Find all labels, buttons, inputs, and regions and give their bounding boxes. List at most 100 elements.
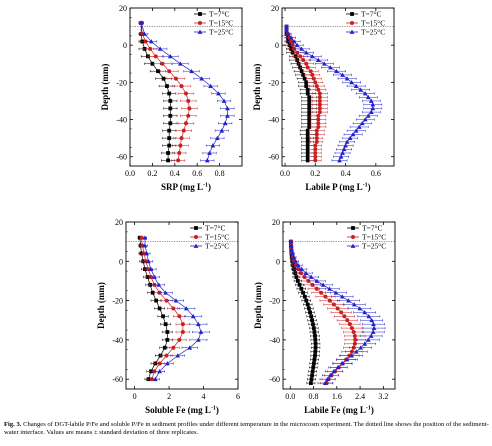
data-point	[179, 84, 184, 89]
y-tick-label: -20	[116, 78, 127, 87]
data-point	[350, 132, 356, 137]
data-point	[165, 330, 170, 334]
data-point	[301, 290, 305, 295]
data-point	[164, 298, 169, 303]
data-point	[316, 121, 321, 126]
data-point	[284, 24, 289, 29]
plot-frame	[281, 7, 395, 167]
data-point	[314, 278, 320, 283]
data-point	[142, 31, 147, 36]
data-point	[337, 158, 342, 163]
data-point	[166, 158, 170, 163]
x-tick-label: 2	[167, 392, 171, 401]
chart-panel-4: 20 0 -20 -40 -60 0.0 0.8 1.6 2.4 3.2 Labile Fe (mg…	[253, 218, 396, 415]
x-axis-label: SRP (mg L-1)	[161, 182, 211, 192]
x-tick-label: 0.0	[280, 169, 290, 178]
y-tick-label: -60	[116, 153, 127, 162]
data-point	[165, 84, 169, 88]
data-point	[362, 310, 368, 315]
data-point	[299, 69, 304, 74]
data-point	[298, 54, 303, 59]
figure-caption-text: Changes of DGT-labile P/Fe and soluble P…	[4, 421, 489, 436]
data-point	[307, 106, 312, 111]
data-point	[178, 61, 183, 66]
data-point	[173, 76, 178, 81]
y-tick-label: -40	[268, 116, 279, 125]
data-point	[306, 278, 311, 283]
data-point	[370, 329, 376, 334]
data-point	[314, 139, 319, 144]
data-point	[362, 91, 368, 96]
data-point	[208, 83, 214, 88]
x-tick-label: 1.6	[332, 392, 342, 401]
data-point	[184, 121, 188, 126]
data-point	[307, 99, 312, 103]
data-point	[144, 251, 150, 256]
data-point	[179, 136, 184, 141]
data-point	[351, 302, 357, 307]
x-axis-label: Labile P (mg L-1)	[305, 182, 370, 192]
data-point	[313, 150, 318, 155]
data-point	[289, 243, 294, 248]
data-point	[186, 98, 191, 103]
legend-marker	[349, 29, 355, 34]
data-point	[344, 139, 350, 144]
data-point	[289, 247, 295, 252]
legend-marker	[350, 243, 356, 248]
y-tick-label: -60	[112, 375, 123, 384]
data-point	[313, 158, 318, 163]
data-point	[167, 128, 172, 133]
data-point	[317, 95, 322, 100]
data-point	[150, 61, 155, 66]
data-point	[357, 306, 363, 311]
data-point	[305, 143, 310, 148]
y-tick-label: -20	[112, 297, 123, 306]
data-point	[171, 306, 176, 311]
data-point	[288, 239, 294, 244]
data-point	[297, 282, 302, 287]
data-point	[307, 117, 312, 122]
data-point	[187, 345, 193, 350]
data-point	[305, 136, 310, 141]
data-point	[309, 377, 314, 382]
data-point	[325, 376, 330, 382]
legend-label: T=25°C	[205, 242, 229, 251]
x-tick-label: 0.6	[192, 169, 202, 178]
legend-marker	[197, 29, 203, 34]
data-point	[183, 306, 189, 311]
data-point	[307, 102, 312, 107]
data-point	[368, 109, 374, 114]
data-point	[167, 91, 172, 96]
data-point	[225, 113, 230, 118]
data-point	[340, 150, 345, 155]
figure-caption-label: Fig. 3.	[4, 421, 22, 428]
legend-label: T=25°C	[361, 28, 385, 37]
data-point	[294, 275, 299, 279]
y-tick-label: -40	[269, 336, 280, 345]
data-point	[310, 373, 314, 378]
y-tick-label: -20	[268, 78, 279, 87]
data-point	[210, 143, 216, 148]
chart-panel-3: 20 0 -20 -40 -60 0 2 4 6 Soluble Fe (mg L-1) Depth…	[96, 218, 240, 415]
data-point	[175, 353, 181, 358]
y-axis-label: Depth (mm)	[252, 64, 262, 111]
x-axis-label: Soluble Fe (mg L-1)	[145, 405, 219, 415]
data-point	[299, 266, 304, 272]
data-point	[304, 84, 309, 88]
data-point	[291, 39, 297, 44]
x-tick-label: 0	[133, 392, 137, 401]
data-point	[219, 128, 225, 133]
data-point	[317, 98, 322, 103]
data-point	[184, 91, 188, 96]
data-point	[308, 69, 313, 74]
data-point	[313, 341, 318, 346]
data-point	[341, 146, 347, 152]
data-point	[139, 235, 144, 240]
data-point	[299, 286, 304, 291]
data-point	[322, 61, 327, 66]
data-point	[313, 334, 317, 338]
data-point	[327, 298, 332, 303]
data-point	[368, 98, 374, 103]
data-point	[293, 258, 298, 264]
